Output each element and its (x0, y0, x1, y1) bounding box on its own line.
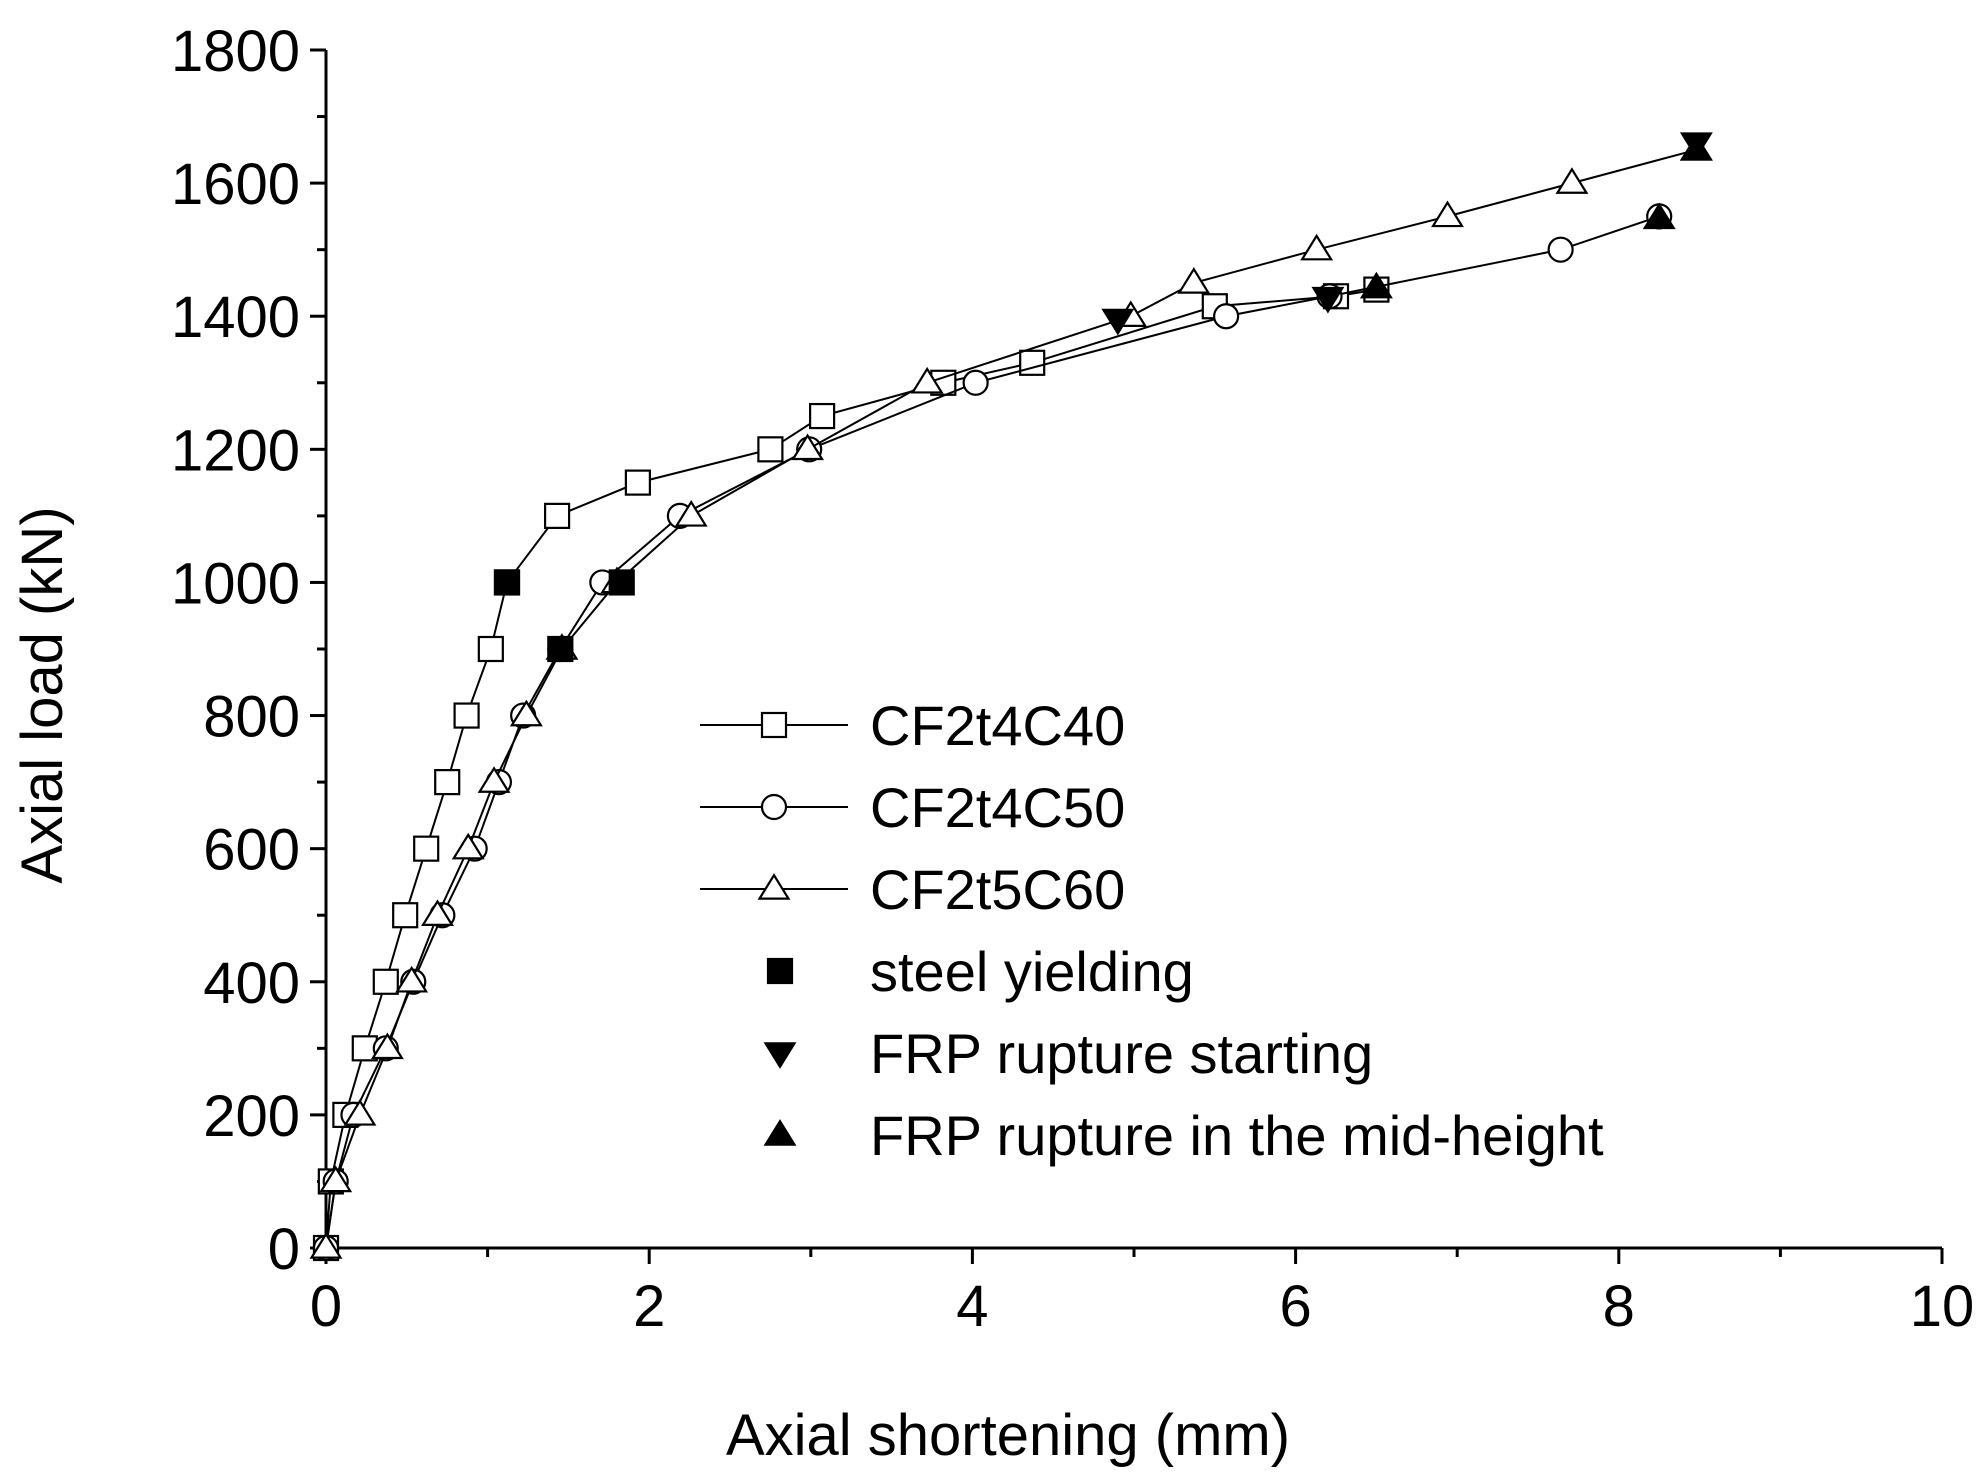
data-point (477, 635, 504, 663)
x-tick-label: 2 (633, 1274, 665, 1339)
y-tick-label: 0 (268, 1217, 300, 1282)
data-point (451, 832, 485, 860)
data-point (674, 499, 708, 527)
x-tick-label: 6 (1279, 1274, 1311, 1339)
legend-symbol (757, 873, 791, 900)
legend-label: steel yielding (870, 940, 1194, 1003)
data-point (1300, 233, 1334, 261)
y-tick-label: 1400 (171, 285, 300, 350)
data-point (1177, 267, 1211, 294)
legend-symbol (763, 1119, 797, 1146)
y-tick-label: 1800 (171, 19, 300, 84)
y-tick-label: 1000 (171, 551, 300, 616)
data-point (1555, 167, 1589, 194)
legend-symbol (760, 793, 788, 821)
event-marker (608, 569, 635, 596)
event-frp-rupture-mid-height (1359, 133, 1713, 299)
data-point (319, 1165, 353, 1193)
event-frp-rupture-starting (1101, 132, 1713, 336)
event-marker (1642, 202, 1676, 230)
data-point (370, 1032, 404, 1060)
data-point (962, 369, 989, 396)
data-point (477, 766, 511, 793)
y-tick-label: 800 (203, 685, 300, 750)
x-axis-title: Axial shortening (mm) (726, 1403, 1290, 1468)
data-point (1431, 200, 1464, 228)
y-axis-title: Axial load (kN) (10, 506, 75, 883)
y-tick-label: 1200 (171, 418, 300, 483)
legend-label: FRP rupture in the mid-height (870, 1104, 1604, 1167)
data-point (413, 835, 440, 862)
legend-item: steel yielding (766, 940, 1194, 1003)
series-line (325, 148, 1697, 1249)
data-point (757, 436, 784, 463)
legend-label: CF2t4C50 (870, 776, 1125, 839)
data-point (791, 433, 825, 461)
event-marker (1311, 286, 1345, 314)
data-point (395, 965, 429, 993)
data-point (392, 902, 419, 929)
event-marker (493, 569, 521, 596)
event-marker (1679, 133, 1713, 161)
event-marker (1359, 271, 1393, 299)
data-point (543, 502, 571, 529)
legend-label: FRP rupture starting (870, 1022, 1373, 1085)
data-point (809, 402, 836, 430)
legend-symbol (760, 711, 788, 739)
data-point (1547, 236, 1574, 263)
x-tick-label: 4 (956, 1274, 988, 1339)
data-point (624, 469, 651, 496)
data-point (453, 702, 480, 729)
legend-label: CF2t4C40 (870, 694, 1125, 757)
x-tick-label: 10 (1910, 1274, 1975, 1339)
data-point (1213, 303, 1240, 330)
event-marker (547, 635, 574, 663)
legend-item: FRP rupture starting (763, 1022, 1373, 1085)
legend-item: CF2t4C40 (700, 694, 1125, 757)
legend-symbol (766, 957, 794, 985)
event-layer (493, 132, 1713, 663)
legend-item: FRP rupture in the mid-height (763, 1104, 1604, 1167)
event-steel-yielding (493, 569, 635, 663)
x-tick-label: 8 (1603, 1274, 1635, 1339)
data-point (1019, 349, 1046, 376)
y-tick-label: 1600 (171, 152, 300, 217)
series-layer (309, 133, 1713, 1262)
data-point (372, 968, 399, 995)
data-point (421, 899, 454, 926)
data-point (509, 699, 543, 727)
data-point (309, 1232, 343, 1259)
y-tick-label: 200 (203, 1084, 300, 1149)
y-tick-label: 400 (203, 951, 300, 1016)
event-marker (1101, 308, 1135, 336)
legend: CF2t4C40 CF2t4C50 CF2t5C60 steel yielding FR… (700, 694, 1604, 1167)
data-point (434, 769, 461, 796)
x-tick-label: 0 (310, 1274, 342, 1339)
y-tick-label: 600 (203, 818, 300, 883)
axes: 0 2 4 6 8 10 0 200 400 600 800 1000 1200 1400 1600 1800 (171, 19, 1974, 1339)
legend-item: CF2t5C60 (700, 858, 1125, 921)
data-point (343, 1098, 377, 1126)
legend-symbol (763, 1042, 797, 1069)
legend-label: CF2t5C60 (870, 858, 1125, 921)
data-point (910, 366, 944, 394)
legend-item: CF2t4C50 (700, 776, 1125, 839)
